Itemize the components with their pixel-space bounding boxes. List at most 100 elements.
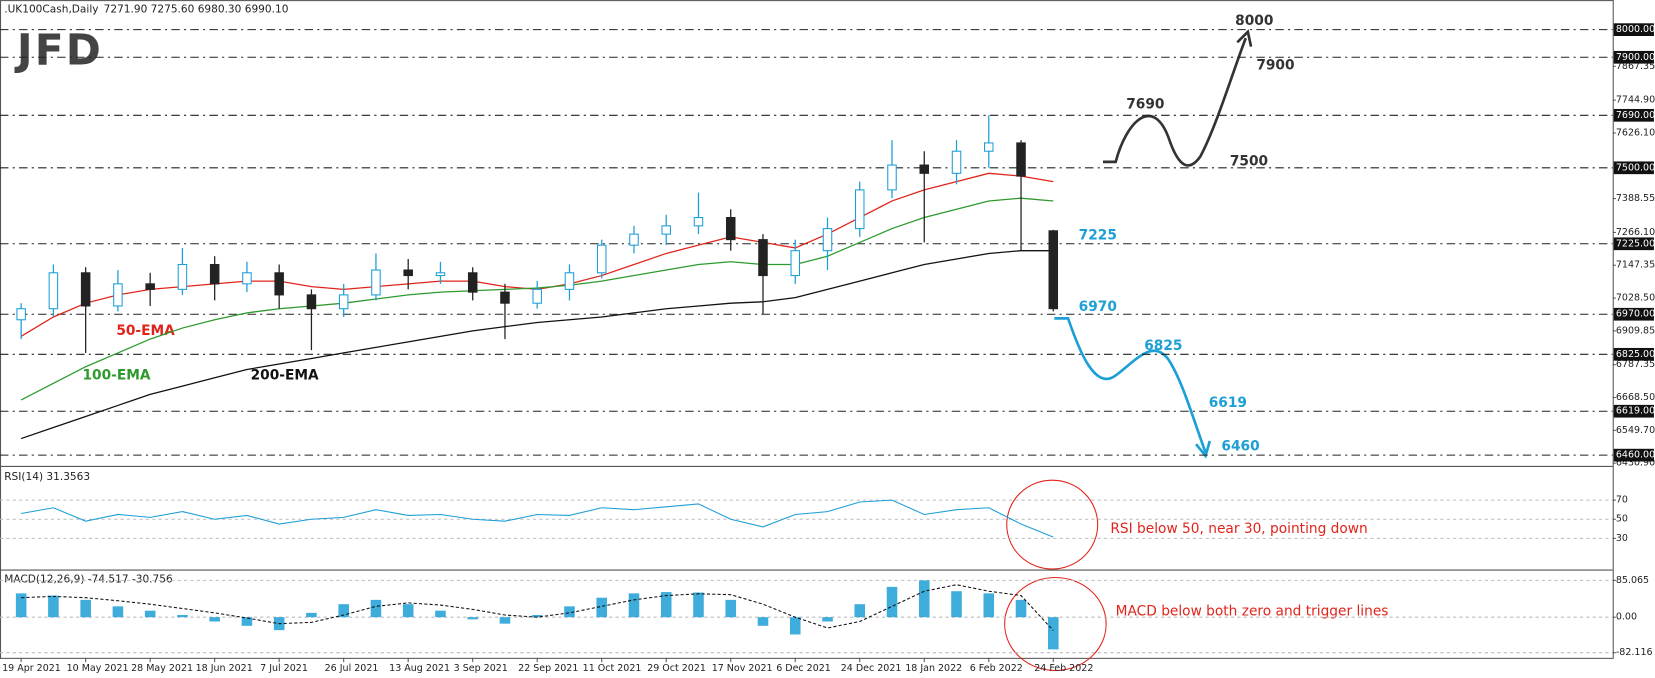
y-tick-label: 7266.10 (1616, 227, 1655, 238)
x-tick-label: 13 Aug 2021 (389, 663, 450, 674)
candle-body (919, 164, 930, 174)
macd-bar (854, 604, 866, 618)
highlight-circle (1006, 479, 1099, 570)
candle-body (338, 294, 349, 310)
chart-subtitle: 7271.90 7275.60 6980.30 6990.10 (104, 4, 289, 16)
candle-body (758, 239, 768, 277)
level-annotation: 7690 (1126, 97, 1164, 113)
level-annotation: 7900 (1256, 58, 1294, 74)
candle-body (725, 217, 736, 241)
candle-body (564, 272, 575, 290)
level-annotation: 7225 (1079, 227, 1117, 243)
macd-bar (983, 593, 995, 618)
candle-body (984, 142, 994, 152)
y-tick-label: 6430.90 (1616, 458, 1655, 469)
y-tick-label: 6549.70 (1616, 425, 1655, 436)
macd-bar (435, 610, 446, 618)
macd-bar (177, 615, 188, 618)
y-tick-label: 30 (1616, 533, 1628, 544)
level-label-box (1613, 448, 1654, 462)
bear-scenario-arrow (1054, 317, 1207, 454)
macd-bar (370, 599, 382, 618)
level-annotation: 8000 (1235, 13, 1273, 29)
x-tick-label: 22 Sep 2021 (518, 663, 578, 674)
level-label-box (1613, 237, 1654, 251)
rsi-title: RSI(14) 31.3563 (4, 471, 90, 483)
level-label: 6825.00 (1616, 349, 1655, 360)
candle-body (500, 291, 510, 304)
candle-body (435, 272, 446, 277)
y-tick-label: 6668.50 (1616, 392, 1655, 403)
candle-body (306, 294, 317, 310)
candle-body (145, 283, 155, 290)
level-annotation: 7500 (1230, 153, 1268, 169)
candle-body (467, 272, 478, 293)
logo: JFD (14, 25, 103, 74)
macd-bar (725, 599, 737, 618)
macd-bar (628, 593, 640, 618)
x-tick-label: 19 Apr 2021 (2, 663, 61, 674)
x-tick-label: 10 May 2021 (67, 663, 129, 674)
macd-bar (564, 606, 575, 618)
level-label: 7690.00 (1616, 110, 1655, 121)
candle-body (532, 288, 542, 304)
level-label-box (1613, 108, 1654, 122)
macd-bar (48, 595, 59, 618)
series-label: 200-EMA (251, 367, 319, 383)
candle-body (209, 263, 220, 285)
candle-body (596, 244, 607, 274)
candle-body (80, 272, 91, 307)
x-tick-label: 28 May 2021 (131, 663, 193, 674)
macd-bar (209, 617, 220, 622)
level-annotation: 6970 (1079, 299, 1117, 315)
x-tick-label: 11 Oct 2021 (583, 663, 642, 674)
macd-bar (596, 597, 608, 618)
x-tick-label: 3 Sep 2021 (454, 663, 508, 674)
candle-body (661, 225, 671, 235)
macd-bar (531, 615, 543, 618)
candle-body (113, 283, 123, 307)
y-tick-label: 85.065 (1616, 575, 1649, 586)
macd-bar (80, 599, 91, 618)
level-annotation: 6619 (1209, 395, 1247, 411)
level-annotation: 6460 (1221, 439, 1259, 455)
y-tick-label: 7626.10 (1616, 127, 1655, 138)
macd-bar (822, 617, 833, 622)
level-label: 7500.00 (1616, 162, 1655, 173)
macd-bar (112, 606, 124, 618)
level-label-box (1613, 23, 1654, 36)
level-label: 7225.00 (1616, 238, 1655, 249)
macd-bar (15, 593, 27, 618)
macd-bar (918, 580, 930, 618)
level-label: 8000.00 (1616, 24, 1655, 35)
level-annotation: 6825 (1144, 338, 1182, 354)
macd-bar (951, 591, 962, 618)
candle-body (1016, 142, 1026, 177)
macd-bar (789, 617, 801, 635)
candle-body (1048, 230, 1059, 310)
y-tick-label: 70 (1616, 495, 1628, 506)
x-tick-label: 6 Feb 2022 (970, 663, 1023, 674)
macd-bar (241, 617, 253, 626)
y-tick-label: 6787.35 (1616, 359, 1655, 370)
macd-bar (660, 592, 672, 618)
rsi-line (21, 499, 1054, 538)
level-label: 7900.00 (1616, 52, 1655, 63)
rsi-annotation: RSI below 50, near 30, pointing down (1110, 521, 1367, 537)
y-tick-label: -82.116 (1616, 647, 1653, 658)
chart-title: .UK100Cash,Daily (4, 4, 98, 16)
series-label: 50-EMA (116, 323, 175, 339)
y-tick-label: 7028.50 (1616, 293, 1655, 304)
y-tick-label: 7744.90 (1616, 95, 1655, 106)
highlight-circle (1004, 576, 1107, 672)
x-tick-label: 26 Jul 2021 (325, 663, 379, 674)
bull-scenario-arrow (1102, 37, 1247, 167)
macd-bar (499, 617, 511, 624)
y-tick-label: 0.00 (1616, 612, 1637, 623)
candle-body (951, 150, 962, 174)
macd-bar (338, 604, 349, 618)
signal-line (21, 584, 1054, 631)
macd-bar (402, 604, 414, 618)
y-tick-label: 6909.85 (1616, 325, 1655, 336)
